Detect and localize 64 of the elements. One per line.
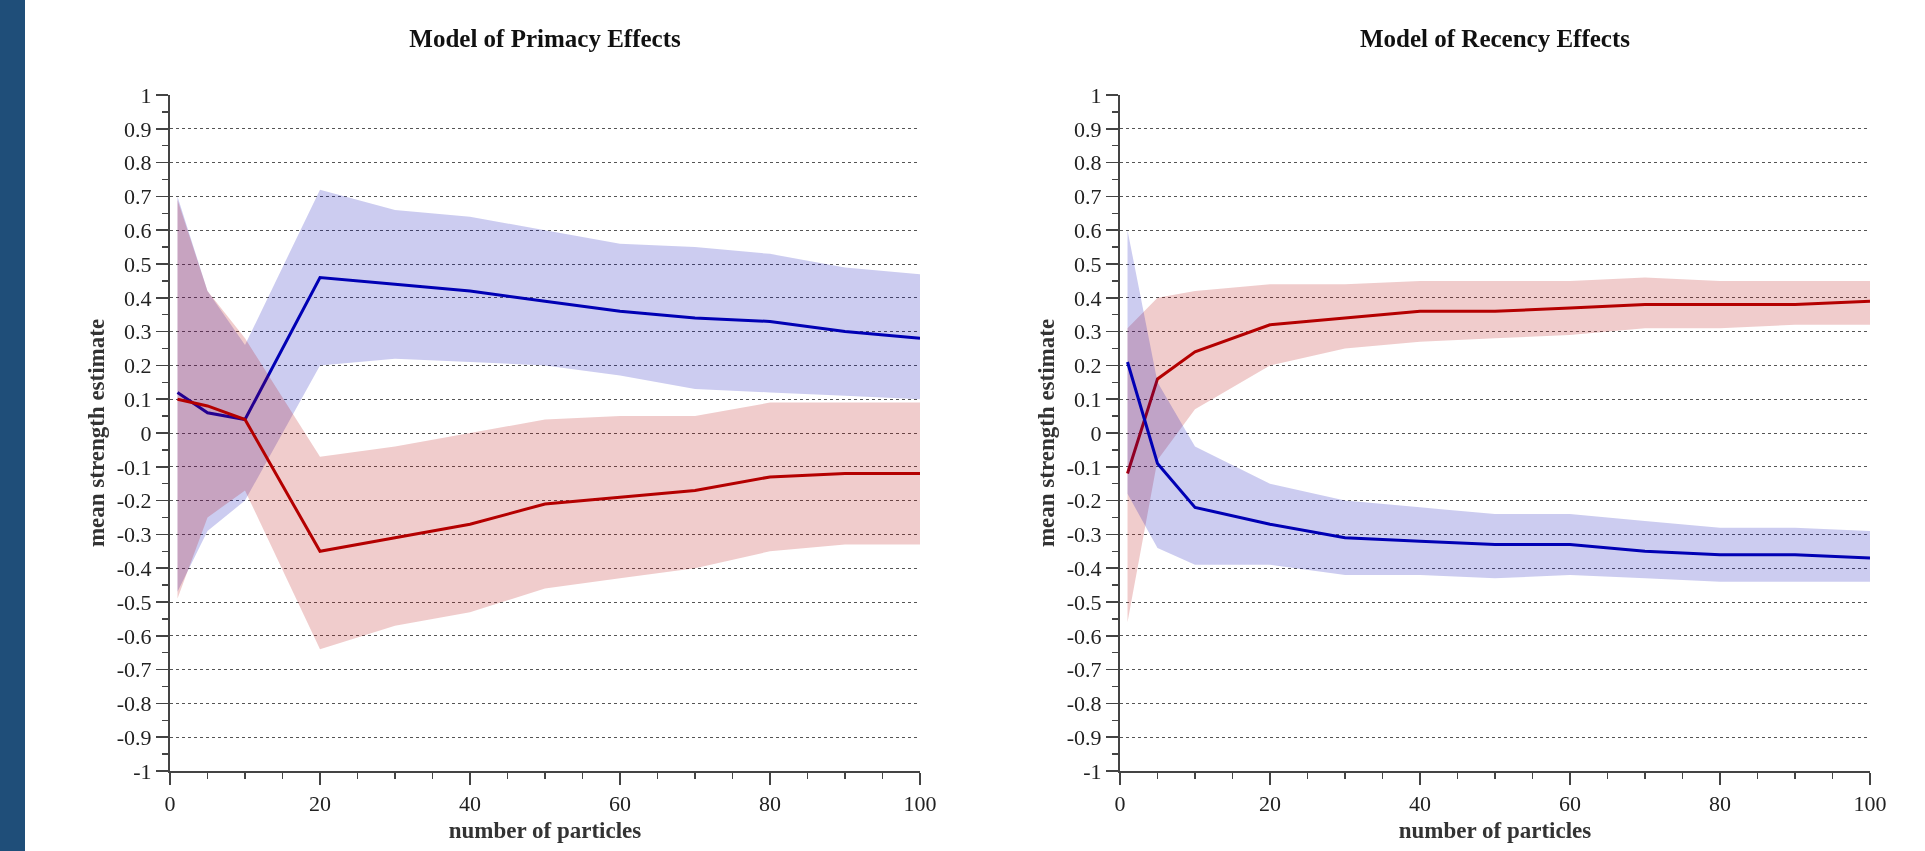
x-tick-label: 0 (164, 791, 176, 817)
y-tick-label: 0 (1090, 420, 1102, 446)
y-tick-label: -0.2 (116, 488, 152, 514)
y-tick-label: -0.9 (116, 724, 152, 750)
y-tick-label: 0.9 (1074, 116, 1102, 142)
y-tick-label: 0.4 (124, 285, 152, 311)
x-tick-label: 0 (1114, 791, 1126, 817)
y-tick-label: 0.3 (1074, 319, 1102, 345)
y-tick-label: 0.3 (124, 319, 152, 345)
x-tick-label: 100 (903, 791, 937, 817)
y-tick-label: -0.4 (116, 555, 152, 581)
y-tick-label: -0.2 (1066, 488, 1102, 514)
y-tick-label: 1 (140, 82, 152, 108)
y-tick-label: -0.6 (1066, 623, 1102, 649)
chart-title: Model of Recency Effects (1359, 25, 1631, 53)
y-tick-label: 0.7 (1074, 184, 1102, 210)
x-tick-label: 60 (609, 791, 631, 817)
y-tick-label: -0.1 (1066, 454, 1102, 480)
x-tick-label: 40 (459, 791, 481, 817)
y-tick-label: 0 (140, 420, 152, 446)
y-tick-label: 0.2 (1074, 353, 1102, 379)
line-series (1126, 299, 1870, 476)
y-tick-label: 0.9 (124, 116, 152, 142)
y-tick-label: 0.6 (124, 217, 152, 243)
y-tick-label: 0.5 (124, 251, 152, 277)
y-tick-label: -0.4 (1066, 555, 1102, 581)
y-tick-label: -1 (133, 758, 152, 784)
y-tick-label: -1 (1083, 758, 1102, 784)
y-tick-label: 0.4 (1074, 285, 1102, 311)
y-tick-label: -0.3 (1066, 522, 1102, 548)
x-axis-title: number of particles (1398, 817, 1592, 843)
y-tick-label: -0.8 (1066, 691, 1102, 717)
y-tick-label: -0.7 (1066, 657, 1102, 683)
y-tick-label: 0.7 (124, 184, 152, 210)
y-tick-label: 0.6 (1074, 217, 1102, 243)
x-tick-label: 80 (1709, 791, 1731, 817)
y-tick-label: -0.5 (116, 589, 152, 615)
line-series (1126, 360, 1870, 560)
x-tick-label: 20 (309, 791, 331, 817)
y-tick-label: -0.8 (116, 691, 152, 717)
y-tick-label: -0.5 (1066, 589, 1102, 615)
x-axis-title: number of particles (448, 817, 642, 843)
line-series (176, 397, 920, 553)
x-tick-label: 100 (1853, 791, 1887, 817)
x-tick-label: 80 (759, 791, 781, 817)
y-tick-label: -0.9 (1066, 724, 1102, 750)
y-tick-label: 0.1 (124, 386, 152, 412)
line-series (176, 276, 920, 421)
y-tick-label: 0.8 (1074, 150, 1102, 176)
y-tick-label: -0.3 (116, 522, 152, 548)
y-tick-label: 0.5 (1074, 251, 1102, 277)
y-axis-title: mean strength estimate (1033, 318, 1059, 548)
y-tick-label: -0.1 (116, 454, 152, 480)
y-tick-label: 0.1 (1074, 386, 1102, 412)
y-tick-label: 0.2 (124, 353, 152, 379)
y-tick-label: 1 (1090, 82, 1102, 108)
y-tick-label: 0.8 (124, 150, 152, 176)
chart-title: Model of Primacy Effects (409, 25, 681, 53)
y-axis-title: mean strength estimate (83, 318, 109, 548)
y-tick-label: -0.6 (116, 623, 152, 649)
y-tick-label: -0.7 (116, 657, 152, 683)
x-tick-label: 60 (1559, 791, 1581, 817)
x-tick-label: 40 (1409, 791, 1431, 817)
x-tick-label: 20 (1259, 791, 1281, 817)
